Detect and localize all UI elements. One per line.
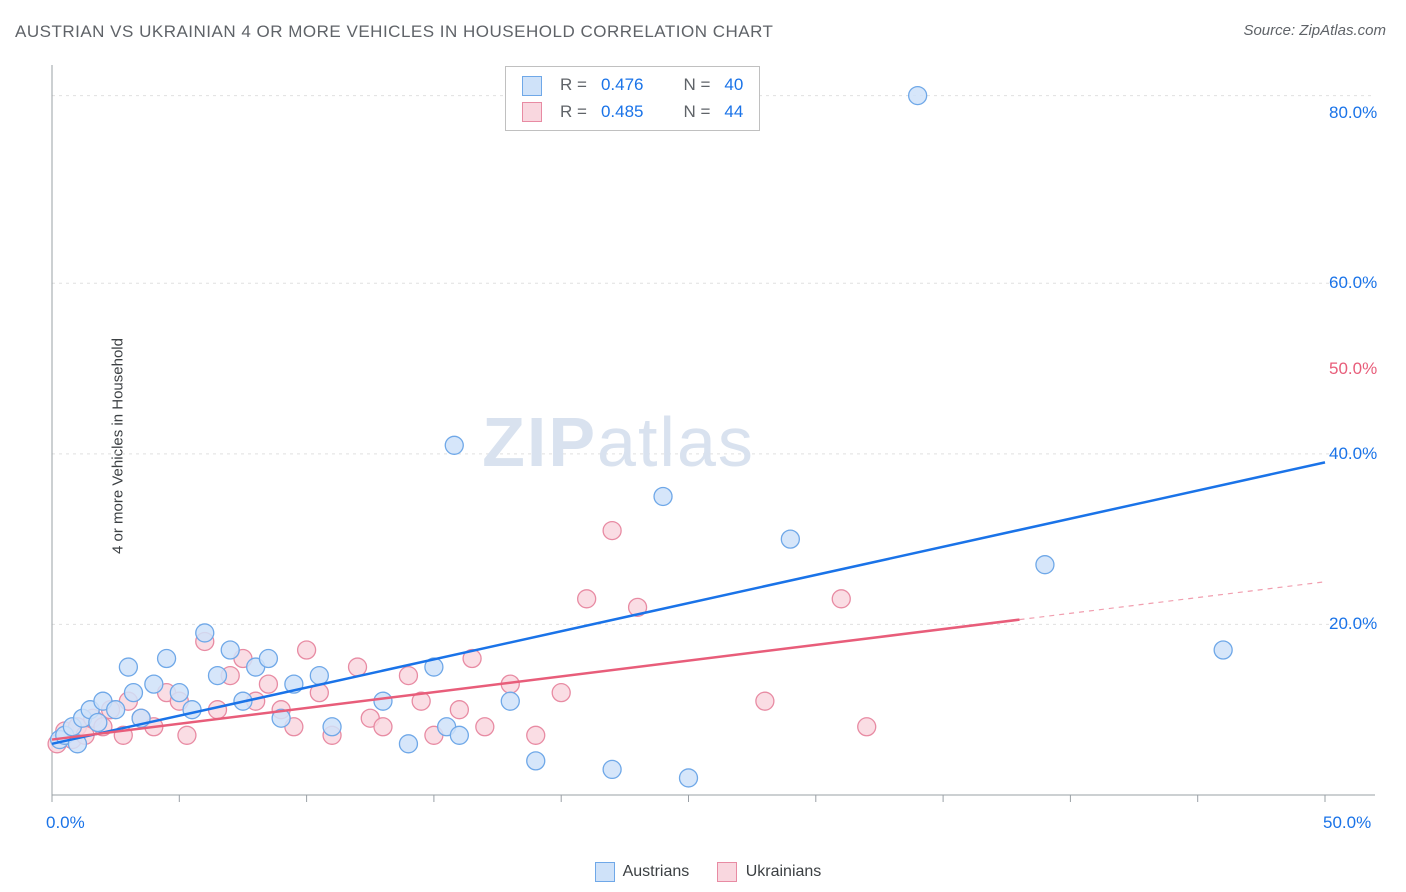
y-axis-tick-label: 50.0% — [1329, 359, 1377, 379]
y-axis-tick-label: 20.0% — [1329, 614, 1377, 634]
correlation-legend: R =0.476N =40R =0.485N =44 — [505, 66, 760, 131]
y-axis-tick-label: 40.0% — [1329, 444, 1377, 464]
x-axis-tick-label: 50.0% — [1323, 813, 1371, 833]
x-axis-tick-label: 0.0% — [46, 813, 85, 833]
chart-title: AUSTRIAN VS UKRAINIAN 4 OR MORE VEHICLES… — [15, 22, 773, 42]
scatter-svg — [50, 60, 1380, 830]
plot-area: ZIPatlas R =0.476N =40R =0.485N =44 Aust… — [50, 60, 1380, 830]
legend-series-label: Ukrainians — [746, 863, 822, 880]
legend-swatch — [595, 862, 615, 882]
legend-swatch — [522, 102, 542, 122]
y-axis-tick-label: 80.0% — [1329, 103, 1377, 123]
series-legend: Austrians Ukrainians — [595, 862, 849, 882]
y-axis-tick-label: 60.0% — [1329, 273, 1377, 293]
legend-swatch — [717, 862, 737, 882]
legend-series-label: Austrians — [623, 863, 690, 880]
legend-swatch — [522, 76, 542, 96]
source-attribution: Source: ZipAtlas.com — [1243, 22, 1386, 39]
